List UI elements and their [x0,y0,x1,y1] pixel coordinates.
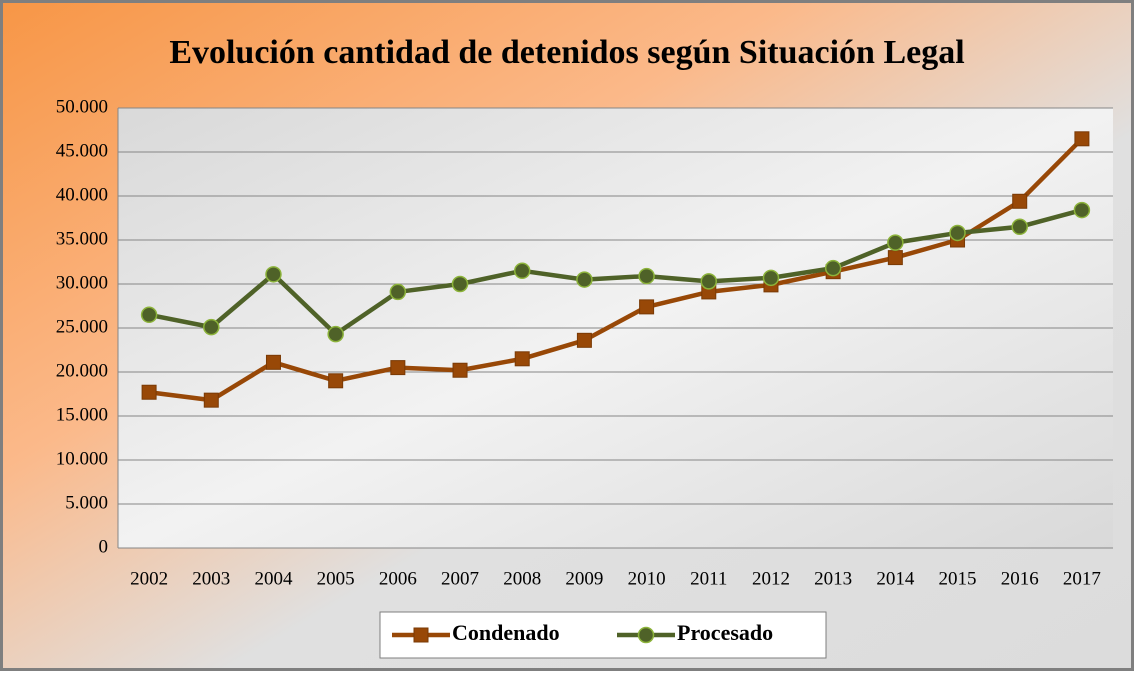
data-point [390,360,406,376]
x-tick-label: 2009 [565,568,603,589]
y-tick-label: 5.000 [65,492,108,513]
y-tick-label: 30.000 [56,272,108,293]
x-tick-label: 2008 [503,568,541,589]
data-point [389,283,407,301]
x-tick-label: 2003 [192,568,230,589]
data-point [141,384,157,400]
legend [379,611,827,659]
data-point [1011,218,1028,236]
x-tick-label: 2002 [130,568,168,589]
x-tick-label: 2007 [441,568,479,589]
y-tick-label: 25.000 [56,316,108,337]
y-tick-label: 40.000 [56,184,108,205]
data-point [265,266,282,283]
data-point [576,271,593,288]
data-point [949,224,966,242]
x-tick-label: 2015 [939,568,977,589]
x-tick-label: 2016 [1001,568,1039,589]
legend-label: Procesado [677,620,773,645]
legend-marker [637,626,655,644]
x-tick-label: 2014 [876,568,915,589]
data-point [328,373,344,389]
legend-label: Condenado [452,620,560,645]
x-tick-label: 2017 [1063,568,1101,589]
y-tick-label: 0 [99,536,109,557]
data-point [638,267,655,285]
data-point [576,332,592,348]
series-line [148,207,1083,337]
x-tick-label: 2013 [814,568,852,589]
y-tick-label: 35.000 [56,228,108,249]
x-tick-label: 2006 [379,568,417,589]
y-tick-label: 45.000 [56,140,108,161]
x-tick-label: 2004 [254,568,293,589]
chart-title: Evolución cantidad de detenidos según Si… [169,34,964,71]
x-tick-label: 2010 [628,568,666,589]
data-point [327,325,344,343]
data-point [203,318,220,336]
data-point [762,269,780,287]
data-point [700,273,718,290]
data-point [265,354,281,370]
data-point [1012,193,1028,209]
data-point [887,250,903,266]
data-point [451,275,469,293]
y-tick-label: 20.000 [56,360,108,381]
data-point [1073,201,1091,219]
y-tick-label: 15.000 [56,404,108,425]
y-tick-label: 10.000 [56,448,108,469]
x-tick-label: 2005 [317,568,355,589]
data-point [887,234,904,251]
data-point [1074,131,1090,147]
data-point [514,351,530,367]
data-point [140,306,158,324]
data-point [452,362,468,378]
x-tick-label: 2012 [752,568,790,589]
series-line [148,137,1084,403]
y-tick-label: 50.000 [56,96,108,117]
x-tick-label: 2011 [690,568,727,589]
data-point [824,259,842,277]
data-point [639,299,655,315]
data-point [513,262,531,280]
legend-marker [413,627,429,643]
data-point [203,392,219,408]
